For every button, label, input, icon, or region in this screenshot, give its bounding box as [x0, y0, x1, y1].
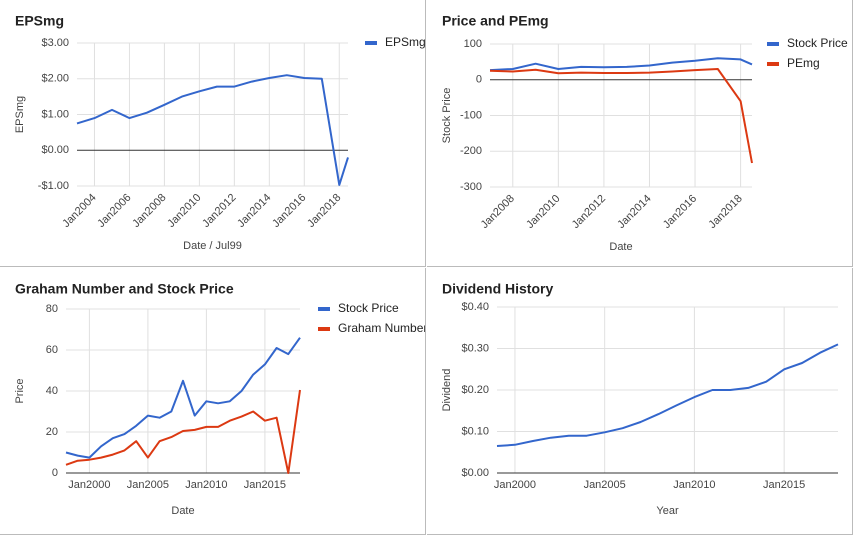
- x-axis-label: Year: [656, 505, 679, 517]
- chart-title: Dividend History: [442, 281, 553, 297]
- x-tick-label: Jan2000: [494, 479, 536, 491]
- chart: EPSmg Jan2004Jan2006Jan2008Jan2010Jan2012…: [14, 13, 425, 252]
- series-line: [496, 343, 839, 447]
- series-line: [65, 389, 301, 474]
- x-tick-label: Jan2015: [763, 479, 805, 491]
- y-tick-label: -100: [460, 109, 482, 121]
- legend-swatch: [318, 307, 330, 311]
- series-line: [489, 57, 753, 72]
- series-line: [76, 74, 349, 186]
- y-tick-label: 80: [46, 303, 58, 315]
- y-tick-label: -$1.00: [38, 180, 69, 192]
- x-tick-label: Jan2010: [524, 193, 562, 231]
- y-tick-label: $0.00: [41, 144, 69, 156]
- series-line: [489, 68, 753, 164]
- x-tick-label: Jan2016: [270, 192, 308, 230]
- x-axis-label: Date: [609, 241, 632, 253]
- x-tick-label: Jan2008: [479, 193, 517, 231]
- x-tick-label: Jan2004: [60, 192, 98, 230]
- legend-label: Graham Number: [338, 321, 425, 335]
- x-tick-label: Jan2014: [235, 192, 273, 230]
- y-tick-label: $0.30: [461, 342, 489, 354]
- panel: Price and PEmg Jan2008 Jan2010 Jan2012 Jan20…: [427, 0, 853, 267]
- y-axis-label: Stock Price: [441, 88, 453, 144]
- y-tick-label: $0.00: [461, 467, 489, 479]
- y-axis-label: EPSmg: [14, 96, 26, 133]
- y-axis-label: Price: [14, 378, 26, 403]
- series-line: [65, 337, 301, 459]
- legend-label: Stock Price: [787, 36, 848, 50]
- legend-swatch: [767, 42, 779, 46]
- y-tick-label: $1.00: [41, 108, 69, 120]
- chart-title: Graham Number and Stock Price: [15, 281, 234, 297]
- x-tick-label: Jan2010: [185, 479, 227, 491]
- chart-title: Price and PEmg: [442, 13, 549, 29]
- x-tick-label: Jan2014: [615, 193, 653, 231]
- x-tick-label: Jan2010: [673, 479, 715, 491]
- x-tick-label: Jan2005: [584, 479, 626, 491]
- x-tick-label: Jan2005: [127, 479, 169, 491]
- chart: Graham Number and Stock Price Jan2000 Jan2…: [14, 281, 425, 517]
- x-tick-label: Jan2006: [95, 192, 133, 230]
- y-tick-label: 60: [46, 344, 58, 356]
- panel: Graham Number and Stock Price Jan2000 Jan2…: [0, 268, 426, 535]
- x-tick-label: Jan2012: [200, 192, 238, 230]
- legend-swatch: [318, 327, 330, 331]
- panel: EPSmg Jan2004 Jan2006 Jan2008 Jan2010 Jan2012…: [0, 0, 426, 267]
- panel: Dividend History Jan2000 Jan2005 Jan2010 Jan…: [427, 268, 853, 535]
- x-tick-label: Jan2012: [570, 193, 608, 231]
- y-tick-label: 40: [46, 385, 58, 397]
- x-tick-label: Jan2016: [661, 193, 699, 231]
- x-axis-label: Date: [171, 505, 194, 517]
- legend-swatch: [365, 41, 377, 45]
- y-tick-label: 100: [464, 38, 482, 50]
- x-tick-label: Jan2000: [68, 479, 110, 491]
- y-tick-label: $2.00: [41, 73, 69, 85]
- y-tick-label: $0.40: [461, 301, 489, 313]
- y-tick-label: -300: [460, 181, 482, 193]
- y-tick-label: $0.20: [461, 384, 489, 396]
- x-tick-label: Jan2008: [130, 192, 168, 230]
- chart-title: EPSmg: [15, 13, 64, 29]
- y-tick-label: $0.10: [461, 425, 489, 437]
- y-tick-label: 20: [46, 426, 58, 438]
- y-tick-label: 0: [52, 467, 58, 479]
- x-tick-label: Jan2010: [165, 192, 203, 230]
- y-axis-label: Dividend: [441, 369, 453, 412]
- y-tick-label: 0: [476, 74, 482, 86]
- legend-label: EPSmg: [385, 35, 425, 49]
- chart: Dividend History Jan2000 Jan2005 Jan2010 Jan…: [441, 281, 839, 517]
- legend-label: PEmg: [787, 56, 820, 70]
- legend-swatch: [767, 62, 779, 66]
- legend-label: Stock Price: [338, 301, 399, 315]
- x-tick-label: Jan2015: [244, 479, 286, 491]
- y-tick-label: -200: [460, 145, 482, 157]
- x-axis-label: Date / Jul99: [183, 240, 242, 252]
- y-tick-label: $3.00: [41, 37, 69, 49]
- x-tick-label: Jan2018: [305, 192, 343, 230]
- x-tick-label: Jan2018: [706, 193, 744, 231]
